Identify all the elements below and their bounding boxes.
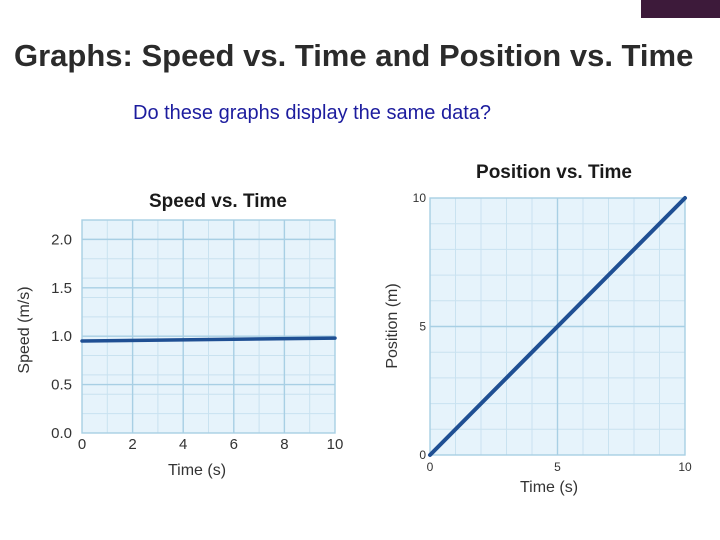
x-tick-labels: 0 5 10 (427, 460, 692, 474)
corner-accent-tab (641, 0, 720, 18)
x-tick-label: 0 (78, 436, 86, 453)
x-tick-label: 8 (280, 436, 288, 453)
x-tick-label: 10 (678, 460, 692, 474)
series-line (80, 336, 337, 343)
x-tick-label: 2 (128, 436, 136, 453)
y-tick-labels: 0.0 0.5 1.0 1.5 2.0 (51, 231, 72, 442)
y-tick-label: 1.0 (51, 328, 72, 345)
x-tick-label: 6 (230, 436, 238, 453)
plot-frame (429, 197, 686, 456)
y-tick-label: 5 (419, 320, 426, 334)
y-tick-labels: 0 5 10 (413, 191, 427, 462)
y-tick-label: 0.5 (51, 377, 72, 394)
y-tick-label: 0.0 (51, 425, 72, 442)
x-tick-label: 10 (327, 436, 344, 453)
major-grid (81, 219, 336, 434)
series-group (428, 196, 687, 457)
position-vs-time-chart: Position vs. Time 0 5 10 0 5 10 Time (s) Pos… (384, 162, 692, 496)
x-axis-label: Time (s) (520, 479, 578, 496)
series-group (80, 336, 337, 343)
x-tick-label: 5 (554, 460, 561, 474)
chart-title: Position vs. Time (476, 162, 632, 183)
y-tick-label: 1.5 (51, 280, 72, 297)
y-tick-label: 0 (419, 448, 426, 462)
speed-vs-time-chart: Speed vs. Time 0.0 0.5 1.0 1.5 2.0 0 2 4 6 8 10 T… (16, 191, 344, 479)
slide-subtitle: Do these graphs display the same data? (133, 102, 491, 124)
y-axis-label: Speed (m/s) (16, 286, 33, 373)
x-axis-label: Time (s) (168, 462, 226, 479)
chart-title: Speed vs. Time (149, 191, 287, 212)
x-tick-label: 4 (179, 436, 187, 453)
plot-frame (81, 219, 336, 434)
y-axis-label: Position (m) (384, 283, 401, 368)
x-tick-label: 0 (427, 460, 434, 474)
slide-title: Graphs: Speed vs. Time and Position vs. … (14, 38, 694, 73)
y-tick-label: 10 (413, 191, 427, 205)
x-tick-labels: 0 2 4 6 8 10 (78, 436, 344, 453)
series-line (428, 196, 687, 457)
y-tick-label: 2.0 (51, 231, 72, 248)
